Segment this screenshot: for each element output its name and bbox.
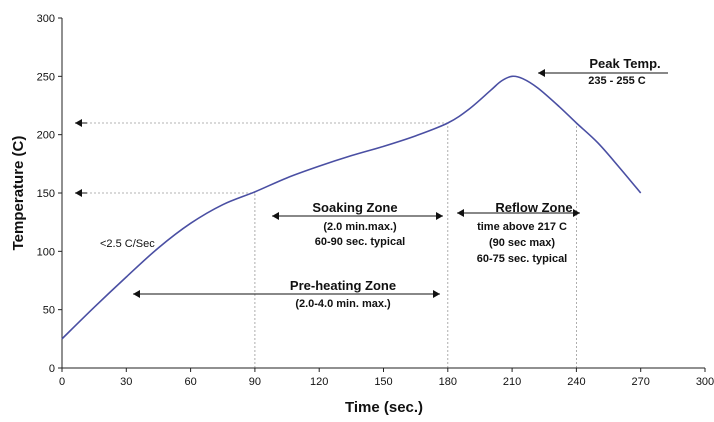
y-tick-label-300: 300 <box>37 13 55 25</box>
peak-temp-range: 235 - 255 C <box>588 75 646 87</box>
soaking-zone-arrow-head-left <box>272 212 279 220</box>
series-line-0 <box>61 75 642 340</box>
y-axis-title: Temperature (C) <box>10 136 27 251</box>
y-tick-label-250: 250 <box>37 71 55 83</box>
soaking-zone-title: Soaking Zone <box>312 200 397 215</box>
x-tick-label-60: 60 <box>184 376 196 388</box>
y-tick-label-200: 200 <box>37 130 55 142</box>
x-axis-title: Time (sec.) <box>345 399 423 416</box>
arrow-y210-head <box>75 119 82 127</box>
x-tick-label-300: 300 <box>696 376 714 388</box>
reflow-zone-title: Reflow Zone <box>495 200 572 215</box>
x-tick-label-120: 120 <box>310 376 328 388</box>
peak-temp-pointer-head <box>538 69 545 77</box>
x-tick-label-180: 180 <box>439 376 457 388</box>
preheat-zone-line1: (2.0-4.0 min. max.) <box>295 298 391 310</box>
x-tick-label-210: 210 <box>503 376 521 388</box>
reflow-zone-arrow-head-left <box>457 209 464 217</box>
soaking-zone-line1: (2.0 min.max.) <box>323 221 397 233</box>
x-tick-label-240: 240 <box>567 376 585 388</box>
reflow-zone-line1: time above 217 C <box>477 221 567 233</box>
reflow-zone-line2: (90 sec max) <box>489 237 555 249</box>
arrow-y150-head <box>75 189 82 197</box>
x-tick-label-90: 90 <box>249 376 261 388</box>
preheat-zone-arrow-head-left <box>133 290 140 298</box>
y-tick-label-100: 100 <box>37 246 55 258</box>
soaking-zone-arrow-head-right <box>436 212 443 220</box>
y-tick-label-0: 0 <box>49 363 55 375</box>
soaking-zone-line2: 60-90 sec. typical <box>315 236 406 248</box>
y-tick-label-50: 50 <box>43 305 55 317</box>
peak-temp-title: Peak Temp. <box>589 56 660 71</box>
x-tick-label-150: 150 <box>374 376 392 388</box>
y-tick-label-150: 150 <box>37 188 55 200</box>
x-tick-label-0: 0 <box>59 376 65 388</box>
axes: 0 30 60 90 120 150 180 210 240 270 300 0 50 100 150 200… <box>37 13 714 388</box>
preheat-zone-arrow-head-right <box>433 290 440 298</box>
annotation-arrows <box>75 69 668 298</box>
reflow-zone-arrow-head-right <box>573 209 580 217</box>
reflow-zone-line3: 60-75 sec. typical <box>477 253 568 265</box>
x-tick-label-30: 30 <box>120 376 132 388</box>
x-tick-label-270: 270 <box>632 376 650 388</box>
ramp-rate-label: <2.5 C/Sec <box>100 238 155 250</box>
reference-lines <box>82 122 577 368</box>
series-group <box>61 75 642 340</box>
preheat-zone-title: Pre-heating Zone <box>290 278 396 293</box>
